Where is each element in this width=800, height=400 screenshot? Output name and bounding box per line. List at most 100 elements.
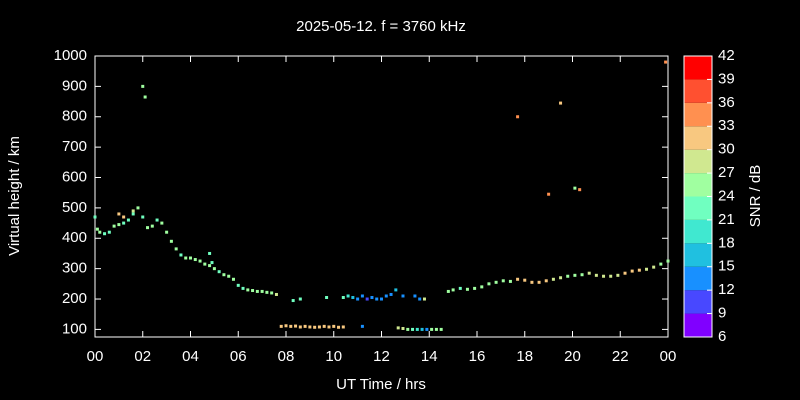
x-tick-label: 20 — [564, 348, 581, 365]
point — [508, 279, 512, 283]
point — [341, 296, 345, 300]
y-tick-label: 900 — [62, 77, 87, 94]
point — [587, 271, 591, 275]
point — [141, 215, 145, 219]
y-tick-label: 1000 — [54, 47, 87, 64]
point — [332, 324, 336, 328]
point — [578, 188, 582, 192]
colorbar-tick-label: 39 — [718, 70, 735, 87]
point — [346, 294, 350, 298]
point — [98, 230, 102, 234]
point — [265, 290, 269, 294]
point — [131, 209, 135, 213]
x-tick-label: 06 — [230, 348, 247, 365]
point — [313, 325, 317, 329]
colorbar-tick-label: 12 — [718, 281, 735, 298]
point — [143, 95, 147, 99]
color-band — [684, 79, 712, 103]
y-tick-label: 400 — [62, 229, 87, 246]
point — [580, 273, 584, 277]
colorbar-tick-label: 18 — [718, 234, 735, 251]
point — [530, 280, 534, 284]
point — [394, 288, 398, 292]
point — [664, 60, 668, 64]
x-tick-label: 22 — [612, 348, 629, 365]
color-band — [684, 173, 712, 197]
point — [141, 84, 145, 88]
point — [174, 247, 178, 251]
point — [487, 282, 491, 286]
color-band — [684, 126, 712, 150]
point — [303, 324, 307, 328]
colorbar-tick-label: 33 — [718, 117, 735, 134]
x-tick-label: 14 — [421, 348, 438, 365]
point — [480, 285, 484, 289]
point — [384, 294, 388, 298]
point — [260, 289, 264, 293]
x-tick-label: 16 — [469, 348, 486, 365]
point — [131, 212, 135, 216]
point — [203, 262, 207, 266]
point — [415, 327, 419, 331]
point — [291, 299, 295, 303]
x-tick-label: 00 — [87, 348, 104, 365]
colorbar-tick-label: 9 — [718, 305, 726, 322]
point — [465, 287, 469, 291]
point — [370, 296, 374, 300]
color-band — [684, 219, 712, 244]
point — [602, 274, 606, 278]
point — [122, 221, 126, 225]
y-tick-label: 300 — [62, 260, 87, 277]
point — [298, 297, 302, 301]
point — [494, 280, 498, 284]
color-band — [684, 56, 712, 80]
point — [501, 279, 505, 283]
point — [356, 297, 360, 301]
point — [360, 294, 364, 298]
colorbar-tick-label: 21 — [718, 211, 735, 228]
point — [107, 230, 111, 234]
point — [559, 276, 563, 280]
point — [165, 230, 169, 234]
color-band — [684, 266, 712, 291]
x-tick-label: 02 — [134, 348, 151, 365]
point — [594, 273, 598, 277]
point — [327, 325, 331, 329]
point — [637, 268, 641, 272]
point — [389, 292, 393, 296]
point — [169, 239, 173, 243]
point — [439, 327, 443, 331]
y-tick-label: 700 — [62, 138, 87, 155]
point — [212, 267, 216, 271]
point — [544, 279, 548, 283]
x-tick-label: 08 — [278, 348, 295, 365]
point — [126, 218, 130, 222]
point — [547, 192, 551, 196]
point — [210, 261, 214, 265]
point — [375, 297, 379, 301]
point — [458, 286, 462, 290]
point — [103, 232, 107, 236]
point — [193, 258, 197, 262]
color-band — [684, 290, 712, 314]
y-axis-label: Virtual height / km — [6, 136, 23, 256]
point — [289, 324, 293, 328]
point — [430, 327, 434, 331]
point — [425, 327, 429, 331]
point — [365, 297, 369, 301]
point — [630, 269, 634, 273]
point — [93, 215, 97, 219]
colorbar-label: SNR / dB — [747, 165, 764, 228]
point — [136, 206, 140, 210]
point — [274, 292, 278, 296]
point — [279, 324, 283, 328]
point — [396, 326, 400, 330]
point — [523, 278, 527, 282]
point — [551, 277, 555, 281]
point — [573, 186, 577, 190]
point — [434, 327, 438, 331]
point — [241, 286, 245, 290]
point — [217, 270, 221, 274]
point — [401, 294, 405, 298]
